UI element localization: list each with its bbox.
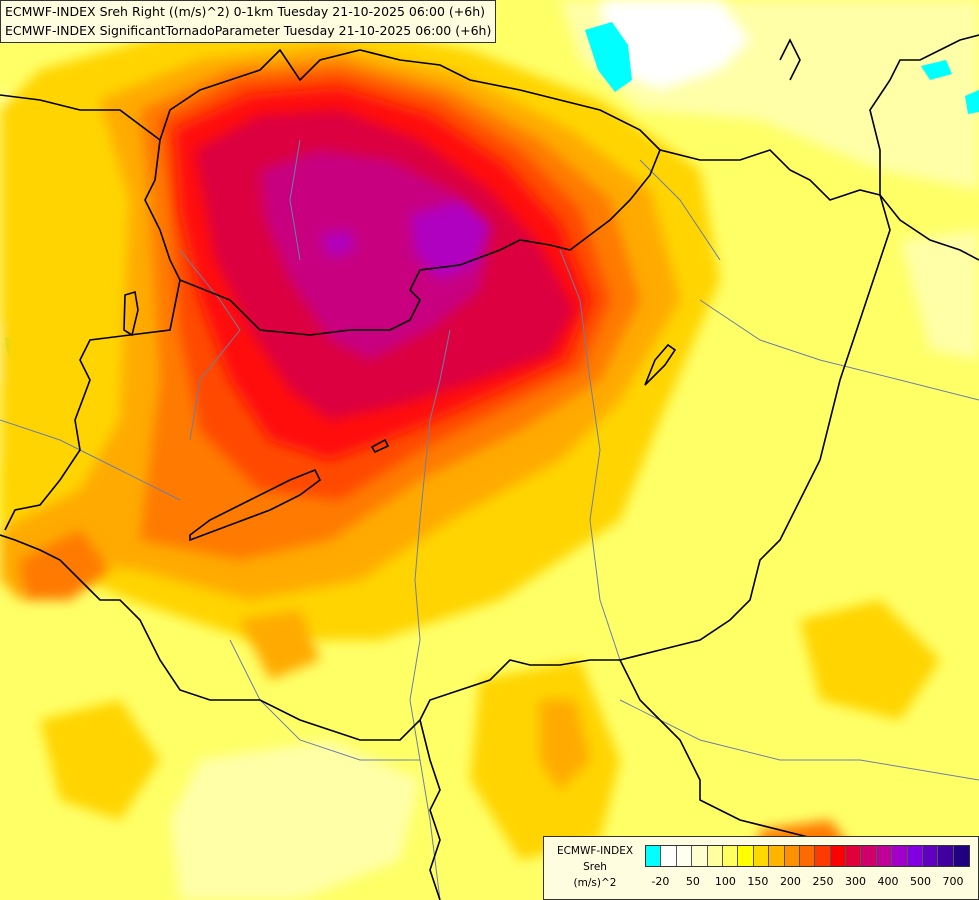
legend-swatch — [892, 846, 908, 866]
lake-neusiedl — [123, 290, 139, 337]
legend-swatch — [692, 846, 708, 866]
lake-east — [644, 343, 677, 386]
legend-swatch — [938, 846, 954, 866]
legend-swatch — [953, 846, 970, 866]
legend-swatch — [830, 846, 847, 866]
legend-swatch — [876, 846, 893, 866]
rivers — [0, 139, 979, 900]
legend-tick-label: 200 — [779, 875, 801, 888]
lake-small — [370, 438, 390, 454]
legend-swatch — [722, 846, 739, 866]
lake-balaton — [189, 468, 322, 542]
legend-tick-label: 150 — [747, 875, 769, 888]
legend-tick-label: 700 — [942, 875, 964, 888]
map-title-line2: ECMWF-INDEX SignificantTornadoParameter … — [5, 23, 492, 38]
legend-tick-label: 250 — [812, 875, 834, 888]
legend-line3: (m/s)^2 — [573, 877, 617, 889]
color-legend: ECMWF-INDEX Sreh (m/s)^2 -20 50 100 150 200 2… — [543, 836, 979, 900]
legend-swatch — [799, 846, 816, 866]
magenta-zone — [260, 150, 490, 360]
legend-line1: ECMWF-INDEX — [556, 845, 634, 857]
border-north — [0, 48, 661, 151]
legend-tick-label: 50 — [685, 875, 700, 888]
legend-swatch — [646, 846, 662, 866]
map-title-box: ECMWF-INDEX Sreh Right ((m/s)^2) 0-1km T… — [0, 0, 497, 43]
legend-swatches — [645, 845, 971, 867]
legend-line2: Sreh — [583, 861, 607, 873]
legend-tick-label: 300 — [844, 875, 866, 888]
legend-swatch — [923, 846, 939, 866]
purple-zone — [320, 200, 490, 280]
legend-swatch — [769, 846, 785, 866]
border-ne — [869, 34, 979, 195]
legend-swatch — [707, 846, 723, 866]
border-south — [419, 719, 441, 900]
legend-tick-label: 400 — [877, 875, 899, 888]
legend-swatch — [861, 846, 877, 866]
legend-swatch — [738, 846, 754, 866]
map-title-line1: ECMWF-INDEX Sreh Right ((m/s)^2) 0-1km T… — [5, 4, 485, 19]
legend-swatch — [846, 846, 862, 866]
border-sk-hu — [179, 149, 881, 336]
border-hu-ro — [0, 194, 891, 741]
legend-swatch — [676, 846, 693, 866]
border-ne2 — [779, 38, 801, 81]
border-east — [879, 194, 979, 261]
legend-swatch — [661, 846, 677, 866]
legend-tick-label: 500 — [909, 875, 931, 888]
legend-tick-label: -20 — [651, 875, 670, 888]
border-west — [4, 139, 181, 531]
legend-swatch — [784, 846, 800, 866]
legend-swatch — [907, 846, 924, 866]
legend-swatch — [753, 846, 770, 866]
legend-tick-label: 100 — [714, 875, 736, 888]
legend-swatch — [815, 846, 831, 866]
